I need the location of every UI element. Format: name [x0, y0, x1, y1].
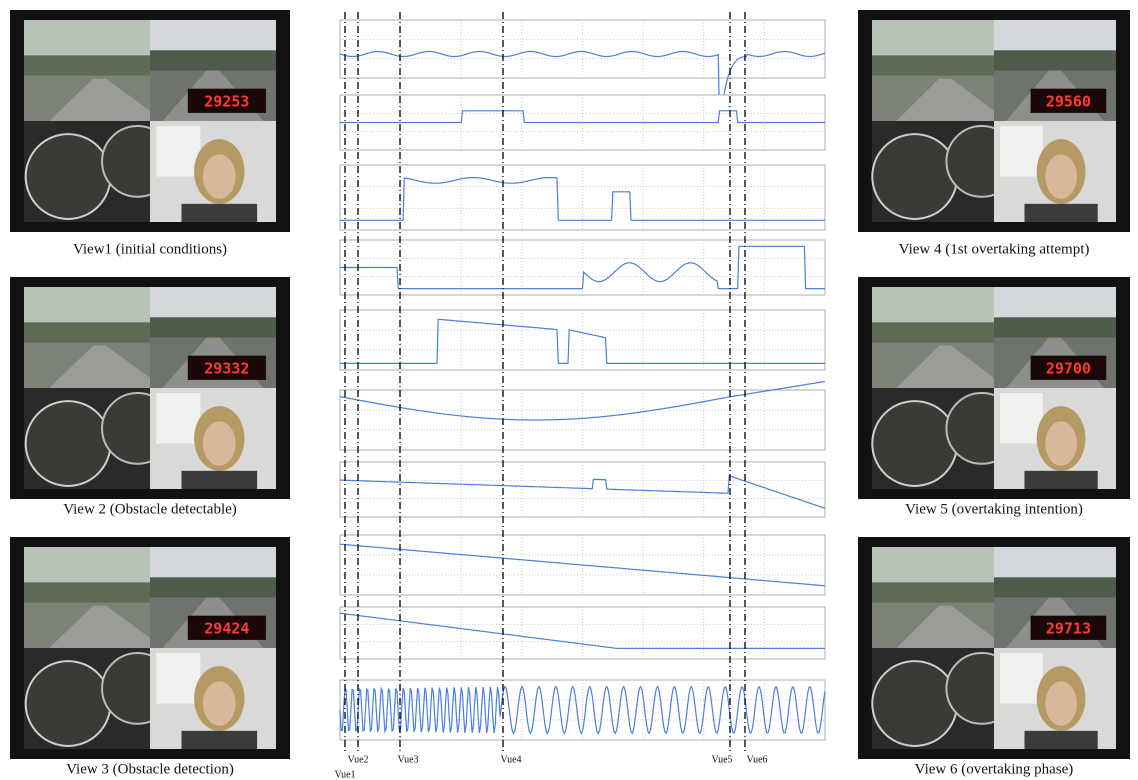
video-view: 29424 [10, 537, 290, 759]
signal-panel [339, 534, 826, 596]
dial [871, 400, 959, 487]
caption: View 4 (1st overtaking attempt) [899, 241, 1090, 257]
counter: 29560 [1046, 92, 1091, 110]
signal-panel [339, 380, 826, 451]
signal [340, 318, 825, 364]
video-view: 29253 [10, 10, 290, 232]
shoulder [181, 470, 258, 489]
counter: 29332 [204, 359, 249, 377]
caption: View1 (initial conditions) [73, 241, 227, 257]
video-view: 29713 [858, 537, 1130, 759]
window [1000, 653, 1043, 704]
signal [339, 612, 825, 650]
marker-label: Vue2 [347, 754, 368, 765]
signal-panel [339, 461, 826, 518]
face [202, 154, 236, 199]
signal [340, 110, 825, 124]
shoulder [1024, 730, 1098, 749]
face [202, 681, 236, 726]
signal [339, 50, 826, 126]
window [156, 653, 201, 704]
shoulder [181, 730, 258, 749]
panel-frame [339, 606, 826, 660]
marker-label: Vue1 [334, 769, 355, 780]
counter-box [1030, 88, 1107, 113]
signal [340, 474, 826, 509]
signal-panel [339, 239, 826, 296]
dial [871, 133, 959, 220]
signal [339, 543, 826, 587]
signal [340, 177, 825, 221]
road [896, 605, 994, 648]
face [202, 421, 236, 466]
signal [339, 685, 826, 735]
marker-label: Vue5 [711, 754, 732, 765]
face [1045, 154, 1077, 199]
road [896, 345, 994, 388]
caption: View 3 (Obstacle detection) [66, 761, 234, 777]
video-view: 29560 [858, 10, 1130, 232]
marker-label: Vue3 [397, 754, 418, 765]
marker-label: Vue4 [500, 754, 521, 765]
signal-panel [339, 94, 826, 151]
window [1000, 126, 1043, 177]
video-view: 29332 [10, 277, 290, 499]
marker-label: Vue6 [746, 754, 767, 765]
dial [24, 660, 112, 747]
counter-box [1030, 615, 1107, 640]
video-view: 29700 [858, 277, 1130, 499]
counter-box [1030, 355, 1107, 380]
road [896, 78, 994, 121]
dial [871, 660, 959, 747]
signal-panel [339, 164, 826, 231]
caption: View 6 (overtaking phase) [915, 761, 1074, 777]
counter-box [187, 88, 266, 113]
shoulder [1024, 470, 1098, 489]
signal-panel [339, 606, 826, 660]
counter: 29700 [1046, 359, 1091, 377]
caption: View 2 (Obstacle detectable) [63, 501, 237, 517]
counter: 29424 [204, 619, 249, 637]
counter-box [187, 615, 266, 640]
caption: View 5 (overtaking intention) [905, 501, 1083, 517]
shoulder [1024, 203, 1098, 222]
counter-box [187, 355, 266, 380]
road [49, 605, 151, 648]
counter: 29253 [204, 92, 249, 110]
counter: 29713 [1046, 619, 1091, 637]
signal [340, 245, 825, 290]
face [1045, 681, 1077, 726]
road [49, 345, 151, 388]
panel-frame [339, 19, 826, 79]
signal [339, 380, 826, 421]
dial [24, 400, 112, 487]
dial [24, 133, 112, 220]
window [156, 393, 201, 444]
window [1000, 393, 1043, 444]
road [49, 78, 151, 121]
signal-panel [339, 679, 826, 741]
shoulder [181, 203, 258, 222]
window [156, 126, 201, 177]
face [1045, 421, 1077, 466]
signal-panel [339, 309, 826, 371]
